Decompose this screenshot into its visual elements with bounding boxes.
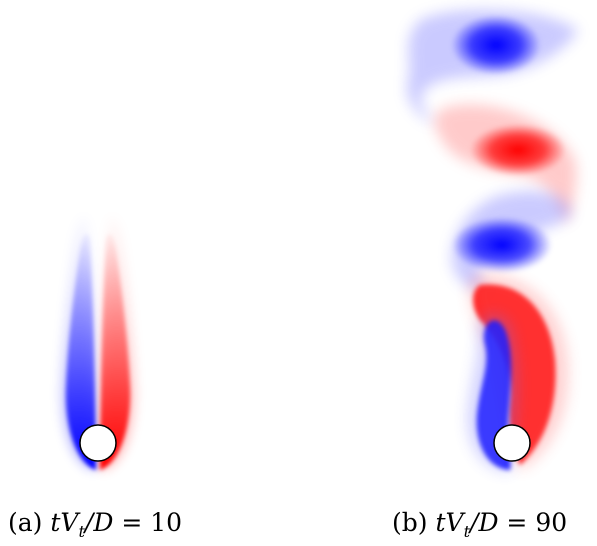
caption-expr-a: tVt/D <box>50 508 114 541</box>
cylinder-a <box>79 424 117 462</box>
caption-tag-b: (b) <box>392 508 428 537</box>
panel-a: (a) tVt/D = 10 <box>0 0 200 546</box>
negative-vortex-middle <box>452 217 552 273</box>
caption-b: (b) tVt/D = 90 <box>392 508 568 541</box>
caption-tag-a: (a) <box>8 508 43 537</box>
caption-expr-b: tVt/D <box>435 508 499 541</box>
caption-value-b: 90 <box>535 508 568 537</box>
negative-shear-layer-a <box>65 234 96 470</box>
cylinder-b <box>493 424 531 462</box>
caption-value-a: 10 <box>150 508 183 537</box>
caption-a: (a) tVt/D = 10 <box>8 508 183 541</box>
positive-vortex-upper <box>470 124 566 176</box>
panel-b: (b) tVt/D = 90 <box>380 0 597 546</box>
vortex-tail-blue-middle <box>451 191 572 291</box>
vorticity-field-b <box>406 9 578 472</box>
vorticity-field-a <box>61 214 135 470</box>
negative-vortex-top <box>451 15 541 75</box>
positive-shear-layer-a <box>100 234 131 470</box>
